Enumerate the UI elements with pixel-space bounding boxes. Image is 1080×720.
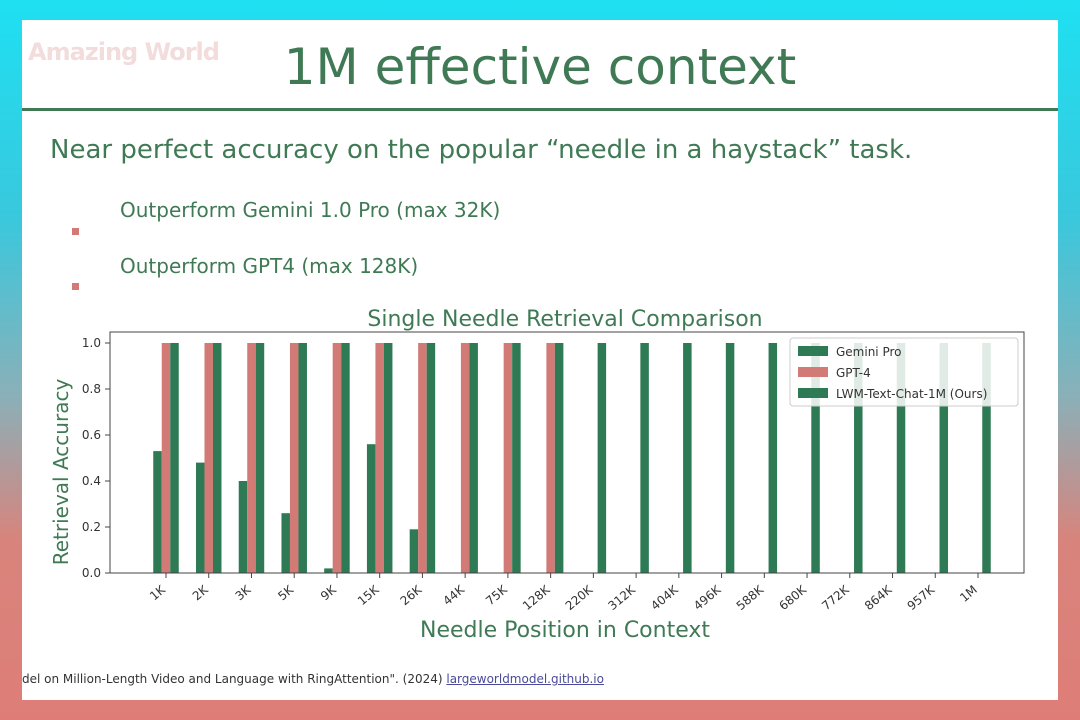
bar-lwm	[469, 343, 478, 573]
bar-gemini	[281, 513, 290, 573]
bar-lwm	[939, 343, 949, 573]
legend-swatch	[798, 346, 828, 356]
x-tick-label: 1K	[147, 582, 169, 603]
bar-lwm	[597, 343, 607, 573]
bullet-text-gemini: Outperform Gemini 1.0 Pro (max 32K)	[120, 198, 501, 222]
legend-swatch	[798, 388, 828, 398]
y-tick-label: 0.8	[82, 382, 101, 396]
x-tick-label: 44K	[440, 582, 468, 608]
y-tick-label: 0.0	[82, 566, 101, 580]
bar-gemini	[238, 481, 248, 573]
x-tick-label: 220K	[563, 582, 596, 613]
chart-title: Single Needle Retrieval Comparison	[367, 307, 762, 332]
bar-lwm	[512, 343, 521, 573]
bar-gemini	[153, 451, 162, 573]
bar-lwm	[768, 343, 778, 573]
bar-lwm	[683, 343, 692, 573]
bar-lwm	[811, 343, 820, 573]
bar-lwm	[426, 343, 436, 573]
x-tick-label: 5K	[275, 582, 297, 603]
headline: Near perfect accuracy on the popular “ne…	[50, 135, 913, 165]
x-tick-label: 2K	[190, 582, 212, 603]
bar-lwm	[896, 343, 906, 573]
bar-gpt4	[247, 343, 256, 573]
x-tick-label: 680K	[776, 582, 809, 613]
bar-gpt4	[503, 343, 513, 573]
legend-label: LWM-Text-Chat-1M (Ours)	[836, 387, 987, 401]
bar-lwm	[341, 343, 350, 573]
bar-gpt4	[161, 343, 171, 573]
y-tick-label: 0.6	[82, 428, 101, 442]
bar-gpt4	[289, 343, 299, 573]
slide: Amazing World 1M effective context Near …	[22, 20, 1058, 700]
bar-lwm	[725, 343, 735, 573]
citation-link[interactable]: largeworldmodel.github.io	[446, 672, 604, 686]
x-tick-label: 15K	[355, 582, 383, 608]
x-tick-label: 312K	[605, 582, 638, 613]
legend-swatch	[798, 367, 828, 377]
y-tick-label: 1.0	[82, 336, 101, 350]
bar-gemini	[195, 462, 205, 573]
bar-lwm	[212, 343, 222, 573]
legend-label: GPT-4	[836, 366, 871, 380]
x-tick-label: 864K	[862, 582, 895, 613]
x-tick-label: 75K	[483, 582, 511, 608]
bar-lwm	[170, 343, 179, 573]
bar-gpt4	[332, 343, 342, 573]
bullet-marker	[72, 228, 79, 235]
bar-gpt4	[204, 343, 213, 573]
bar-gpt4	[375, 343, 384, 573]
y-tick-label: 0.2	[82, 520, 101, 534]
plot-frame	[109, 331, 1025, 574]
x-tick-label: 26K	[398, 582, 426, 608]
y-tick-label: 0.4	[82, 474, 101, 488]
legend-label: Gemini Pro	[836, 345, 902, 359]
bar-lwm	[640, 343, 649, 573]
bullet-text-gpt4: Outperform GPT4 (max 128K)	[120, 254, 419, 278]
bar-gemini	[366, 444, 376, 573]
x-tick-label: 3K	[233, 582, 255, 603]
bar-lwm	[982, 343, 991, 573]
legend-box	[789, 337, 1019, 407]
bar-gpt4	[460, 343, 470, 573]
x-tick-label: 588K	[734, 582, 767, 613]
x-tick-label: 9K	[318, 582, 340, 603]
bar-gpt4	[546, 343, 555, 573]
y-axis-label: Retrieval Accuracy	[49, 379, 73, 566]
bar-lwm	[383, 343, 393, 573]
bar-lwm	[255, 343, 265, 573]
bullet-marker	[72, 283, 79, 290]
title-divider	[22, 108, 1058, 111]
bar-gemini	[324, 568, 333, 573]
watermark-logo: Amazing World	[28, 38, 220, 66]
x-tick-label: 128K	[520, 582, 553, 613]
citation-text: del on Million-Length Video and Language…	[22, 672, 447, 686]
bar-gpt4	[418, 343, 427, 573]
x-tick-label: 772K	[819, 582, 852, 613]
bar-lwm	[554, 343, 564, 573]
slide-title: 1M effective context	[283, 38, 797, 96]
bar-lwm	[854, 343, 863, 573]
bar-chart: Single Needle Retrieval Comparison Needl…	[49, 307, 1025, 643]
x-axis-label: Needle Position in Context	[420, 618, 710, 643]
citation: del on Million-Length Video and Language…	[22, 672, 604, 686]
x-tick-label: 957K	[905, 582, 938, 613]
bar-gemini	[409, 529, 419, 573]
x-tick-label: 1M	[957, 583, 980, 605]
bar-lwm	[298, 343, 307, 573]
x-tick-label: 496K	[691, 582, 724, 613]
x-tick-label: 404K	[648, 582, 681, 613]
